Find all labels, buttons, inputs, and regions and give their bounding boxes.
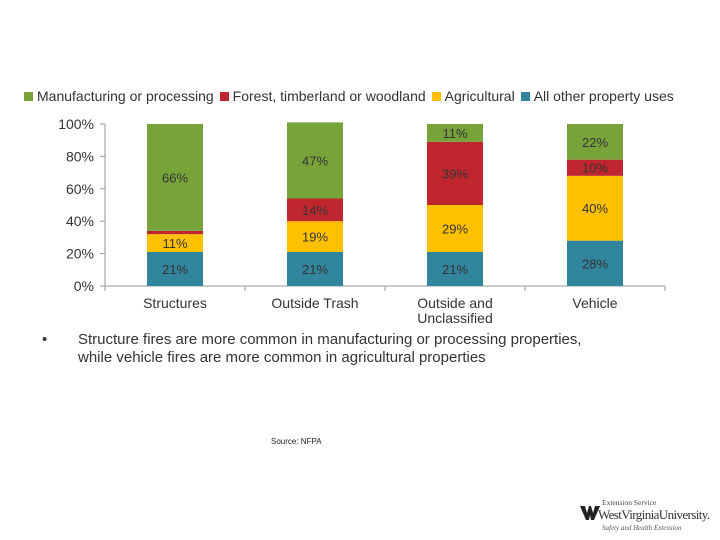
bar-value-label: 21% — [302, 262, 328, 277]
legend-swatch — [219, 91, 229, 101]
bar-segment — [287, 198, 343, 222]
bar-value-label: 11% — [162, 236, 187, 251]
bullet-line-1: Structure fires are more common in manuf… — [78, 331, 582, 348]
bar-value-label: 40% — [582, 201, 608, 216]
bar-segment — [287, 251, 343, 286]
bar-segment — [427, 205, 483, 252]
legend-swatch — [24, 91, 33, 101]
legend-item: Agricultural — [426, 88, 515, 104]
legend-swatch — [431, 91, 441, 101]
bar-value-label: 47% — [302, 153, 328, 168]
y-tick-label: 100% — [58, 116, 94, 132]
y-tick-label: 40% — [66, 213, 94, 229]
y-tick-label: 80% — [66, 148, 94, 164]
x-tick-label: Outside and — [417, 295, 493, 311]
bar-value-label: 39% — [442, 166, 468, 181]
bar-segment — [567, 240, 623, 286]
bar-segment — [147, 124, 203, 231]
bar-segment — [427, 251, 483, 286]
bar-value-label: 29% — [442, 221, 468, 236]
wvu-logo: Extension Service WestVirginiaUniversity… — [580, 498, 710, 538]
legend-item: Manufacturing or processing — [24, 88, 214, 104]
legend-label: Manufacturing or processing — [37, 88, 214, 104]
legend-label: All other property uses — [533, 88, 674, 104]
logo-line-1: Extension Service — [602, 498, 657, 507]
source-note: Source: NFPA — [271, 437, 322, 446]
bar-segment — [567, 159, 623, 176]
bar-segment — [147, 230, 203, 235]
chart-legend: Manufacturing or processing Forest, timbe… — [24, 88, 674, 104]
x-tick-label: Vehicle — [572, 295, 617, 311]
bar-value-label: 21% — [442, 262, 468, 277]
logo-line-2: WestVirginiaUniversity. — [598, 507, 710, 522]
wv-flying-logo-icon — [580, 506, 600, 520]
bar-value-label: 22% — [582, 135, 608, 150]
x-tick-label: Outside Trash — [271, 295, 358, 311]
bar-segment — [147, 234, 203, 252]
bar-value-label: 11% — [442, 126, 467, 141]
legend-label: Forest, timberland or woodland — [232, 88, 426, 104]
legend-label: Agricultural — [444, 88, 515, 104]
legend-item: All other property uses — [515, 88, 674, 104]
logo-line-3: Safety and Health Extension — [602, 524, 682, 532]
legend-swatch — [520, 91, 530, 101]
bar-value-label: 28% — [582, 256, 608, 271]
bar-value-label: 10% — [582, 161, 608, 176]
bullet-symbol: • — [42, 331, 48, 348]
bar-segment — [287, 221, 343, 252]
bar-segment — [567, 175, 623, 241]
bar-segment — [427, 124, 483, 142]
bar-value-label: 14% — [302, 203, 328, 218]
bar-segment — [567, 124, 623, 160]
bar-segment — [287, 122, 343, 199]
bar-value-label: 21% — [162, 262, 188, 277]
bullet-note: • Structure fires are more common in man… — [42, 331, 608, 367]
bar-segment — [147, 251, 203, 286]
x-tick-label: Unclassified — [417, 310, 492, 326]
legend-item: Forest, timberland or woodland — [214, 88, 426, 104]
y-tick-label: 0% — [74, 278, 94, 294]
bar-value-label: 19% — [302, 230, 328, 245]
bar-value-label: 66% — [162, 170, 188, 185]
bar-segment — [427, 141, 483, 205]
y-tick-label: 60% — [66, 181, 94, 197]
x-tick-label: Structures — [143, 295, 207, 311]
y-tick-label: 20% — [66, 246, 94, 262]
bullet-line-2: while vehicle fires are more common in a… — [78, 349, 486, 366]
